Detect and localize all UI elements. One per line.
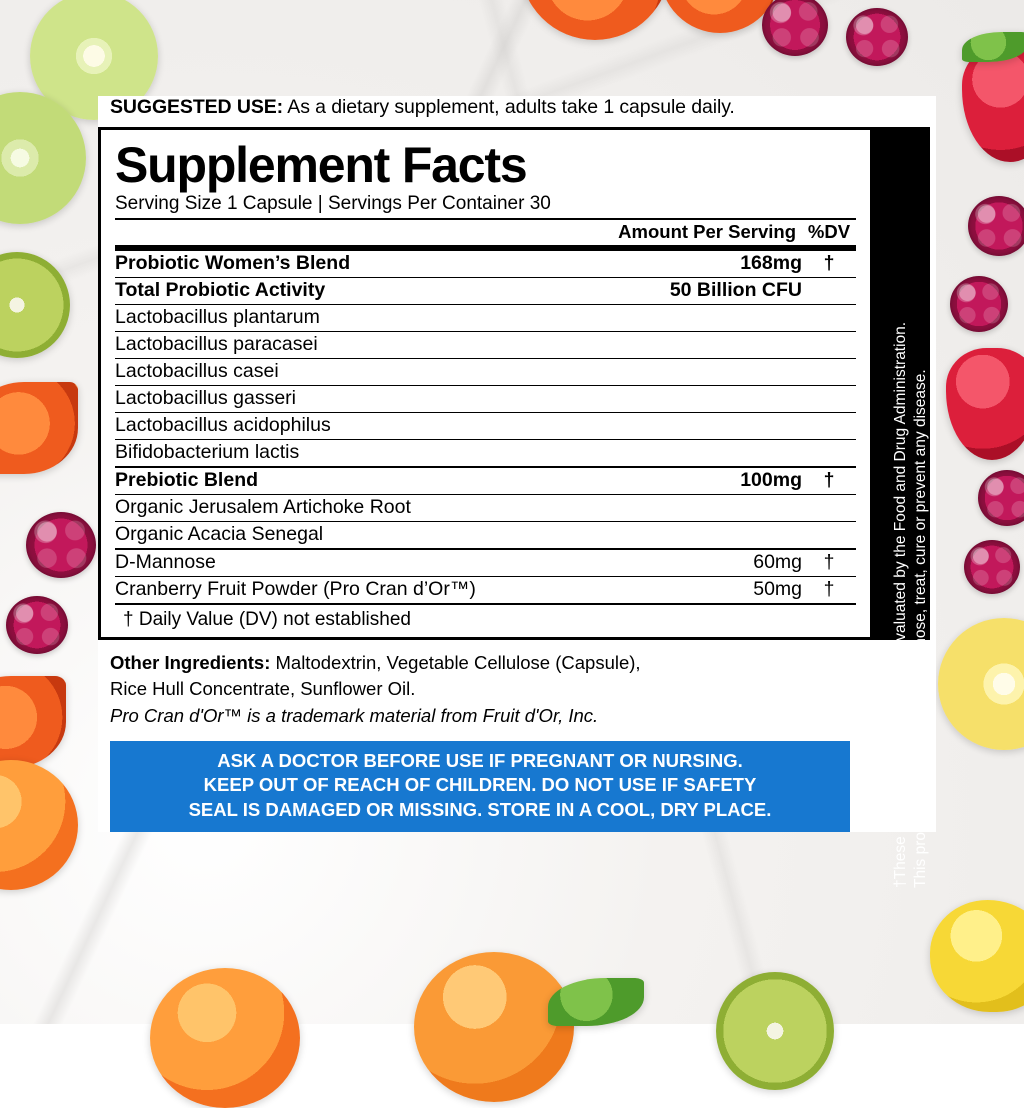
row-amount — [581, 358, 802, 386]
row-dv: † — [802, 548, 856, 577]
fda-disclaimer-bar: †These statements have not been evaluate… — [870, 130, 929, 888]
row-dv — [802, 385, 856, 413]
other-ingredients-block: Other Ingredients: Maltodextrin, Vegetab… — [98, 640, 936, 729]
row-amount — [581, 331, 802, 359]
suggested-use-text: As a dietary supplement, adults take 1 c… — [283, 96, 735, 118]
serving-size-line: Serving Size 1 Capsule | Servings Per Co… — [115, 193, 551, 214]
supplement-label-panel: SUGGESTED USE: As a dietary supplement, … — [98, 96, 936, 888]
row-name: Probiotic Women’s Blend — [115, 245, 581, 278]
warning-line-2: KEEP OUT OF REACH OF CHILDREN. DO NOT US… — [203, 774, 757, 796]
warning-line-3: SEAL IS DAMAGED OR MISSING. STORE IN A C… — [188, 798, 772, 820]
row-name: Lactobacillus plantarum — [115, 304, 581, 332]
table-row: Lactobacillus plantarum — [115, 304, 856, 332]
row-name: Lactobacillus gasseri — [115, 385, 581, 413]
raspberry — [964, 540, 1020, 594]
row-name: Lactobacillus paracasei — [115, 331, 581, 359]
daily-value-footnote: † Daily Value (DV) not established — [115, 603, 856, 637]
row-name: Total Probiotic Activity — [115, 277, 581, 305]
other-ingredients-line-1: Other Ingredients: Maltodextrin, Vegetab… — [110, 650, 936, 676]
kiwi-slice — [716, 972, 834, 1090]
table-row: D-Mannose 60mg † — [115, 548, 856, 577]
row-dv — [802, 304, 856, 332]
table-row: Probiotic Women’s Blend 168mg † — [115, 245, 856, 278]
strawberry-leaf — [962, 32, 1024, 62]
table-row: Total Probiotic Activity 50 Billion CFU — [115, 277, 856, 305]
row-name: Prebiotic Blend — [115, 466, 581, 495]
table-row: Cranberry Fruit Powder (Pro Cran d’Or™) … — [115, 576, 856, 603]
table-row: Organic Jerusalem Artichoke Root — [115, 494, 856, 522]
table-row: Prebiotic Blend 100mg † — [115, 466, 856, 495]
row-amount: 50mg — [581, 576, 802, 603]
table-header-row: Amount Per Serving %DV — [115, 218, 856, 248]
row-name: D-Mannose — [115, 548, 581, 577]
other-ingredients-label: Other Ingredients: — [110, 652, 271, 673]
row-dv — [802, 494, 856, 522]
supplement-facts-box: Supplement Facts Serving Size 1 Capsule … — [98, 127, 930, 888]
row-amount — [581, 521, 802, 549]
row-amount — [581, 385, 802, 413]
supplement-facts-title: Supplement Facts — [115, 137, 528, 193]
warning-banner: ASK A DOCTOR BEFORE USE IF PREGNANT OR N… — [110, 740, 850, 833]
row-dv — [802, 277, 856, 305]
raspberry — [762, 0, 828, 56]
supplement-facts-table: Amount Per Serving %DV Probiotic Women’s… — [115, 218, 856, 603]
raspberry — [968, 196, 1024, 256]
row-name: Lactobacillus acidophilus — [115, 412, 581, 440]
row-amount — [581, 412, 802, 440]
peach — [150, 968, 300, 1108]
row-name: Cranberry Fruit Powder (Pro Cran d’Or™) — [115, 576, 581, 603]
raspberry — [6, 596, 68, 654]
table-row: Lactobacillus acidophilus — [115, 412, 856, 440]
row-amount: 100mg — [581, 466, 802, 495]
row-amount: 50 Billion CFU — [581, 277, 802, 305]
raspberry — [978, 470, 1024, 526]
suggested-use-label: SUGGESTED USE: — [110, 96, 284, 118]
raspberry — [846, 8, 908, 66]
fda-disclaimer-line-1: †These statements have not been evaluate… — [892, 321, 909, 888]
row-dv: † — [802, 576, 856, 603]
header-amount-per-serving: Amount Per Serving — [581, 218, 802, 248]
warning-line-1: ASK A DOCTOR BEFORE USE IF PREGNANT OR N… — [217, 749, 743, 771]
row-name: Bifidobacterium lactis — [115, 439, 581, 467]
other-ingredients-text: Maltodextrin, Vegetable Cellulose (Capsu… — [270, 652, 641, 673]
table-row: Organic Acacia Senegal — [115, 521, 856, 549]
fda-disclaimer-line-2: This product is not intended to diagnose… — [912, 369, 929, 888]
row-dv — [802, 439, 856, 467]
row-dv: † — [802, 245, 856, 278]
row-amount — [581, 494, 802, 522]
raspberry — [950, 276, 1008, 332]
row-amount — [581, 439, 802, 467]
row-dv — [802, 521, 856, 549]
row-name: Organic Acacia Senegal — [115, 521, 581, 549]
supplement-facts-content: Supplement Facts Serving Size 1 Capsule … — [101, 130, 870, 637]
row-name: Organic Jerusalem Artichoke Root — [115, 494, 581, 522]
lemon — [930, 900, 1024, 1012]
row-name: Lactobacillus casei — [115, 358, 581, 386]
table-row: Lactobacillus gasseri — [115, 385, 856, 413]
table-row: Lactobacillus casei — [115, 358, 856, 386]
suggested-use-line: SUGGESTED USE: As a dietary supplement, … — [98, 96, 936, 127]
row-amount: 60mg — [581, 548, 802, 577]
row-amount — [581, 304, 802, 332]
row-dv: † — [802, 466, 856, 495]
header-spacer — [115, 218, 581, 248]
row-dv — [802, 358, 856, 386]
row-dv — [802, 331, 856, 359]
header-percent-dv: %DV — [802, 218, 856, 248]
table-row: Lactobacillus paracasei — [115, 331, 856, 359]
raspberry — [26, 512, 96, 578]
table-row: Bifidobacterium lactis — [115, 439, 856, 467]
row-dv — [802, 412, 856, 440]
apricot — [414, 952, 574, 1102]
trademark-note: Pro Cran d'Or™ is a trademark material f… — [110, 705, 599, 727]
other-ingredients-line-2: Rice Hull Concentrate, Sunflower Oil. — [110, 677, 416, 699]
row-amount: 168mg — [581, 245, 802, 278]
